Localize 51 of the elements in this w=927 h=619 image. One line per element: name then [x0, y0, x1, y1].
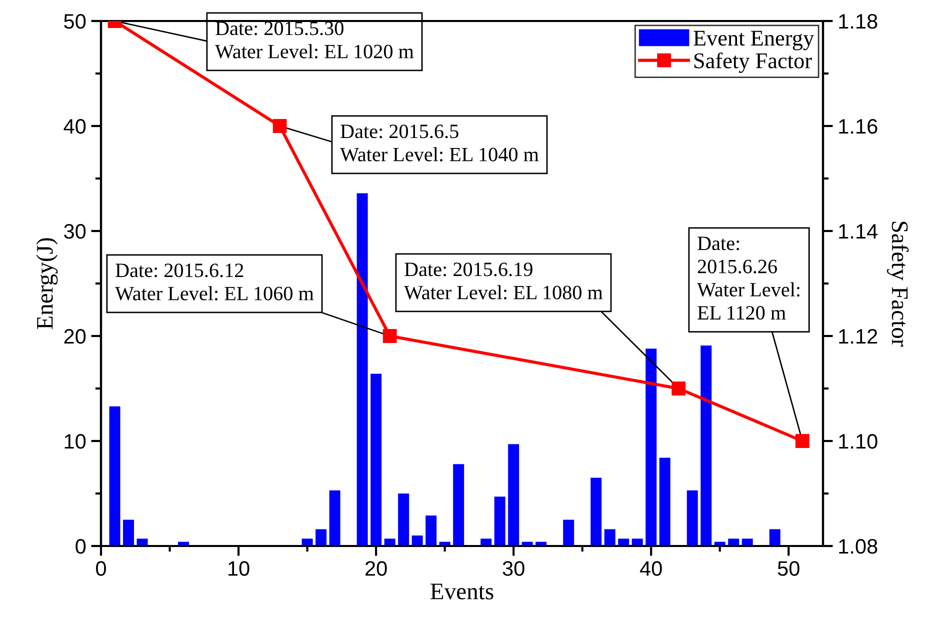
y-tick-label: 0 [76, 539, 86, 554]
x-tick-label: 40 [640, 561, 662, 576]
y2-tick-label: 1.10 [839, 434, 878, 449]
bar [398, 494, 410, 546]
y-axis-title: Energy(J) [36, 238, 58, 330]
x-axis-title: Events [430, 584, 494, 600]
bar [686, 490, 698, 546]
y-tick-label: 30 [64, 224, 86, 239]
y2-axis-title: Safety Factor [886, 222, 909, 347]
point [382, 329, 397, 343]
bar [700, 345, 712, 546]
legend-label: Safety Factor [694, 52, 812, 73]
y-tick-label: 40 [64, 119, 86, 134]
x-tick-label: 30 [502, 561, 524, 576]
annotation: Date: 2015.6.5 Water Level: EL 1040 m [340, 124, 539, 162]
bar [316, 529, 327, 546]
y-tick-label: 10 [64, 434, 86, 449]
x-tick-label: 20 [366, 561, 387, 576]
bar [412, 536, 423, 546]
bar [604, 529, 616, 546]
bar [659, 458, 670, 546]
bar [453, 464, 464, 546]
point [672, 382, 686, 396]
bar [646, 348, 657, 546]
y2-tick-label: 1.16 [839, 119, 878, 134]
bar [123, 520, 134, 546]
bar [769, 529, 780, 546]
x-tick-label: 10 [228, 561, 250, 576]
bar [563, 520, 574, 546]
bar [329, 490, 340, 546]
y2-tick-label: 1.14 [839, 224, 878, 239]
bar [356, 193, 368, 546]
bar [109, 406, 120, 546]
annotation: Date: 2015.5.30 Water Level: EL 1020 m [215, 22, 414, 58]
y2-tick-label: 1.18 [839, 14, 878, 29]
point [795, 434, 810, 448]
bar [494, 496, 506, 546]
bar [426, 516, 437, 546]
y-tick-label: 50 [64, 14, 86, 29]
x-tick-label: 50 [778, 561, 800, 576]
bar [370, 374, 382, 546]
annotation: Date: 2015.6.12 Water Level: EL 1060 m [115, 264, 314, 300]
bar [590, 478, 602, 546]
annotation: Date: 2015.6.19 Water Level: EL 1080 m [404, 262, 603, 300]
y2-tick-label: 1.12 [839, 329, 878, 344]
y2-tick-label: 1.08 [839, 539, 878, 554]
y-tick-label: 20 [64, 329, 86, 344]
bar [508, 444, 520, 546]
legend-label: Event Energy [694, 30, 814, 50]
x-tick-label: 0 [96, 561, 106, 576]
annotation: Date: 2015.6.26 Water Level: EL 1120 m [697, 236, 800, 320]
